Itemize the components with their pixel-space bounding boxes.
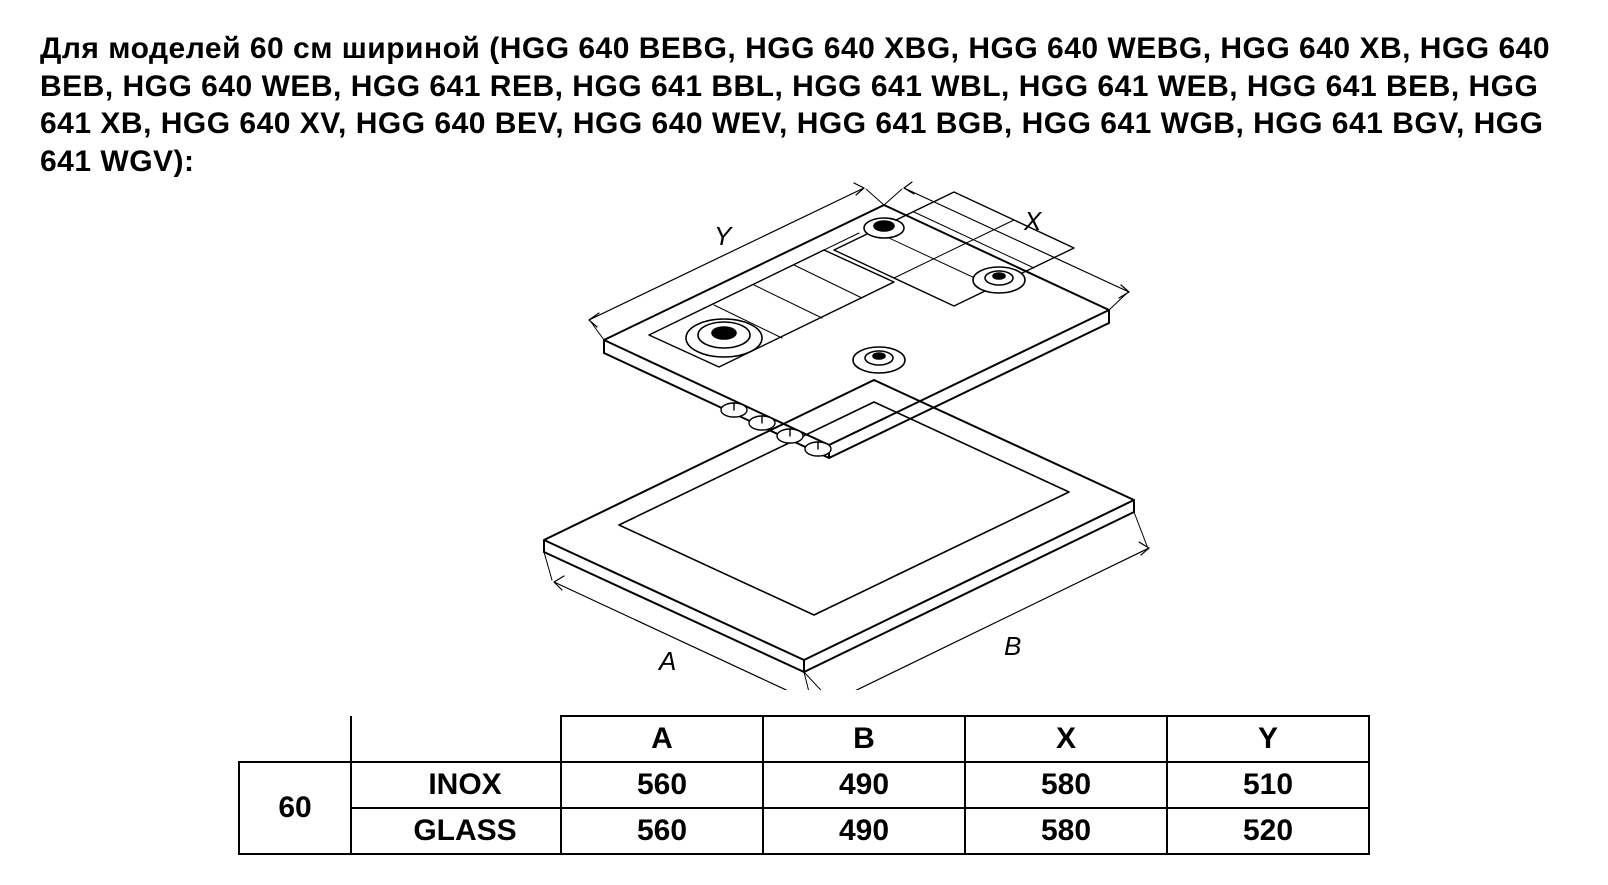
cooktop-isometric-diagram: Y X A B (40, 180, 1568, 695)
dim-label-b: B (1004, 631, 1021, 661)
cell-b: 490 (763, 808, 965, 854)
table-row: 60 INOX 560 490 580 510 (239, 762, 1369, 808)
header-y: Y (1167, 716, 1369, 762)
cell-size: 60 (239, 762, 351, 854)
cell-a: 560 (561, 808, 763, 854)
dimensions-table: A B X Y 60 INOX 560 490 580 510 GLASS 56… (238, 715, 1370, 855)
table-row: GLASS 560 490 580 520 (239, 808, 1369, 854)
cell-material: GLASS (351, 808, 561, 854)
dim-label-y: Y (714, 221, 733, 251)
header-a: A (561, 716, 763, 762)
table-header-row: A B X Y (239, 716, 1369, 762)
cell-material: INOX (351, 762, 561, 808)
header-blank-1 (239, 716, 351, 762)
cell-x: 580 (965, 762, 1167, 808)
header-blank-2 (351, 716, 561, 762)
cell-b: 490 (763, 762, 965, 808)
dimension-line-a (544, 552, 812, 690)
cell-y: 510 (1167, 762, 1369, 808)
dim-label-a: A (657, 646, 676, 676)
countertop-slab (544, 380, 1134, 672)
cell-a: 560 (561, 762, 763, 808)
cell-y: 520 (1167, 808, 1369, 854)
cell-x: 580 (965, 808, 1167, 854)
header-x: X (965, 716, 1167, 762)
header-b: B (763, 716, 965, 762)
dimension-line-b (804, 512, 1149, 690)
models-heading: Для моделей 60 см шириной (HGG 640 BEBG,… (40, 30, 1568, 180)
dim-label-x: X (1023, 206, 1043, 236)
